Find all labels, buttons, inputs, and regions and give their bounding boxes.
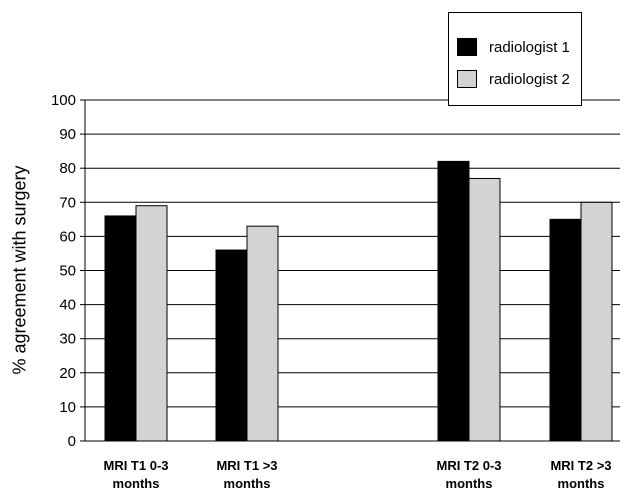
y-tick-label: 90 <box>59 126 76 143</box>
y-tick-label: 0 <box>68 433 76 450</box>
y-tick-label: 20 <box>59 365 76 382</box>
x-tick-label: months <box>224 476 271 491</box>
x-tick-label: months <box>446 476 493 491</box>
legend-label-radiologist-2: radiologist 2 <box>489 70 570 88</box>
bar-1-2 <box>215 249 248 442</box>
x-tick-label: MRI T1 0-3 <box>103 458 168 473</box>
y-tick-label: 40 <box>59 297 76 314</box>
x-tick-label: MRI T1 >3 <box>216 458 277 473</box>
legend-swatch-radiologist-1 <box>457 38 477 56</box>
y-tick-label: 30 <box>59 331 76 348</box>
bars <box>104 160 613 442</box>
legend-item-radiologist-2: radiologist 2 <box>457 69 570 89</box>
y-tick-label: 80 <box>59 160 76 177</box>
bar-1-3 <box>437 160 470 442</box>
bar-1-4 <box>549 218 582 442</box>
y-tick-label: 10 <box>59 399 76 416</box>
y-tick-label: 50 <box>59 263 76 280</box>
legend: radiologist 1 radiologist 2 <box>448 12 582 106</box>
legend-item-radiologist-1: radiologist 1 <box>457 37 570 57</box>
y-tick-label: 100 <box>51 92 76 109</box>
x-tick-label: months <box>113 476 160 491</box>
x-tick-labels: MRI T1 0-3 months MRI T1 >3 months MRI T2 0-… <box>103 458 611 491</box>
y-tick-label: 60 <box>59 228 76 245</box>
bar-2-3 <box>468 177 501 442</box>
bar-2-2 <box>246 225 279 442</box>
y-tick-label: 70 <box>59 194 76 211</box>
y-tick-labels: 0 10 20 30 40 50 60 70 80 90 100 <box>51 92 76 450</box>
y-axis-title: % agreement with surgery <box>9 165 30 375</box>
bar-2-4 <box>580 201 613 442</box>
bar-2-1 <box>135 205 168 442</box>
legend-label-radiologist-1: radiologist 1 <box>489 38 570 56</box>
x-tick-label: MRI T2 >3 <box>550 458 611 473</box>
legend-swatch-radiologist-2 <box>457 70 477 88</box>
bar-1-1 <box>104 215 137 442</box>
x-tick-label: months <box>558 476 605 491</box>
x-tick-label: MRI T2 0-3 <box>436 458 501 473</box>
axes <box>80 99 620 442</box>
